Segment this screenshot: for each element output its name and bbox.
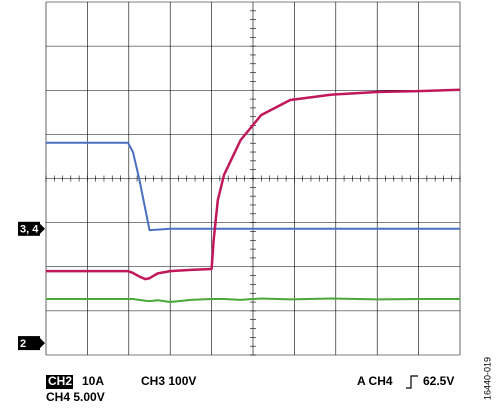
channel-marker-arrow [40,223,45,234]
channel-marker-label: 3, 4 [20,224,39,236]
channel-marker-arrow [40,338,45,349]
trigger-edge-icon [406,375,418,389]
figure-id: 16440-019 [482,357,492,400]
ch4-scale: CH4 5.00V [46,390,105,404]
trigger-level: 62.5V [423,374,454,388]
ch2-scale: 10A [82,374,104,388]
ch2-badge [46,375,73,389]
channel-marker [18,221,40,236]
trigger-source: A CH4 [357,374,393,388]
channel-marker [18,336,40,351]
trace [46,141,460,232]
channel-marker-label: 2 [20,338,26,350]
trace [46,297,460,304]
ch3-scale: CH3 100V [141,374,196,388]
trace [46,88,461,281]
ch2-label: CH2 [48,374,72,388]
